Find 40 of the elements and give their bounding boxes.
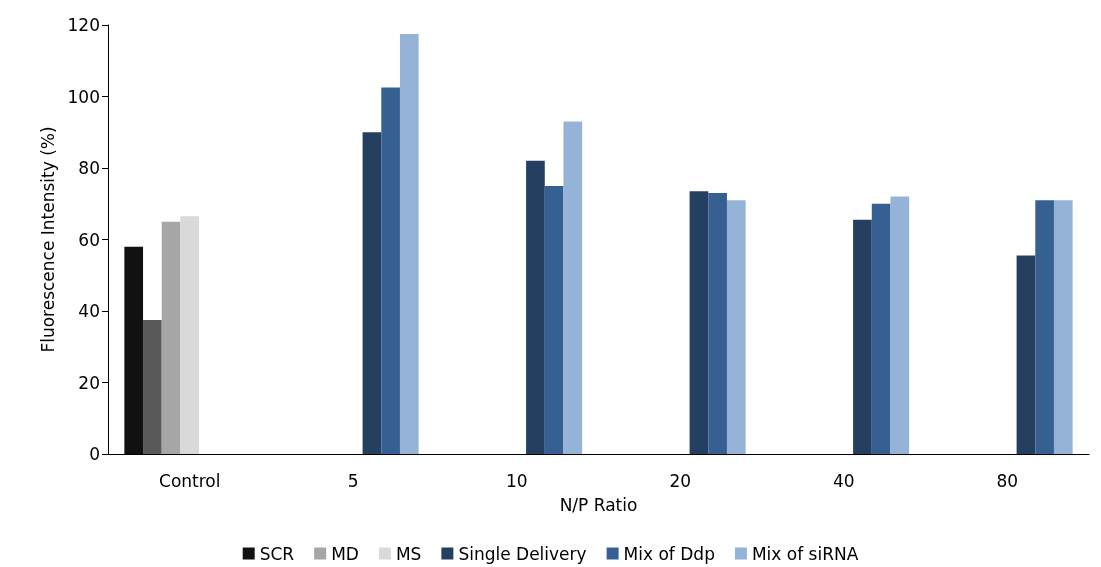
bar <box>1035 200 1054 454</box>
bar <box>381 87 400 454</box>
bar <box>1053 200 1073 454</box>
x-tick-label: 5 <box>347 470 359 491</box>
bar <box>124 246 144 454</box>
x-tick-label: 80 <box>996 470 1019 491</box>
bar <box>161 221 181 454</box>
legend-label: MD <box>331 543 359 564</box>
legend-label: MS <box>395 543 422 564</box>
bar <box>544 185 564 454</box>
y-tick-label: 120 <box>67 15 100 35</box>
y-tick-label: 40 <box>78 301 100 321</box>
bar <box>871 203 891 454</box>
bar <box>526 160 545 454</box>
y-tick-label: 60 <box>78 229 100 250</box>
bar <box>180 216 200 454</box>
bar <box>689 191 709 454</box>
y-tick-label: 100 <box>67 86 100 107</box>
legend-label: Single Delivery <box>458 543 587 564</box>
x-tick-label: 20 <box>669 470 692 491</box>
bar <box>399 33 419 454</box>
y-tick-label: 20 <box>78 372 100 393</box>
bar <box>563 121 583 454</box>
y-axis-title: Fluorescence Intensity (%) <box>37 126 58 353</box>
bar <box>1016 255 1036 454</box>
legend-label: Mix of siRNA <box>751 543 859 564</box>
y-tick-label: 80 <box>78 158 100 178</box>
x-axis-title: N/P Ratio <box>559 494 638 515</box>
bar <box>143 319 162 454</box>
legend-label: SCR <box>259 543 295 564</box>
bar <box>726 200 746 454</box>
bar <box>853 219 872 454</box>
bar <box>890 196 910 454</box>
legend-label: Mix of Ddp <box>623 543 715 564</box>
bar <box>362 132 382 454</box>
y-tick-label: 0 <box>89 444 100 464</box>
bar <box>708 193 727 454</box>
x-tick-label: 40 <box>832 470 855 491</box>
x-tick-label: 10 <box>505 470 528 491</box>
x-tick-label: Control <box>159 470 221 491</box>
